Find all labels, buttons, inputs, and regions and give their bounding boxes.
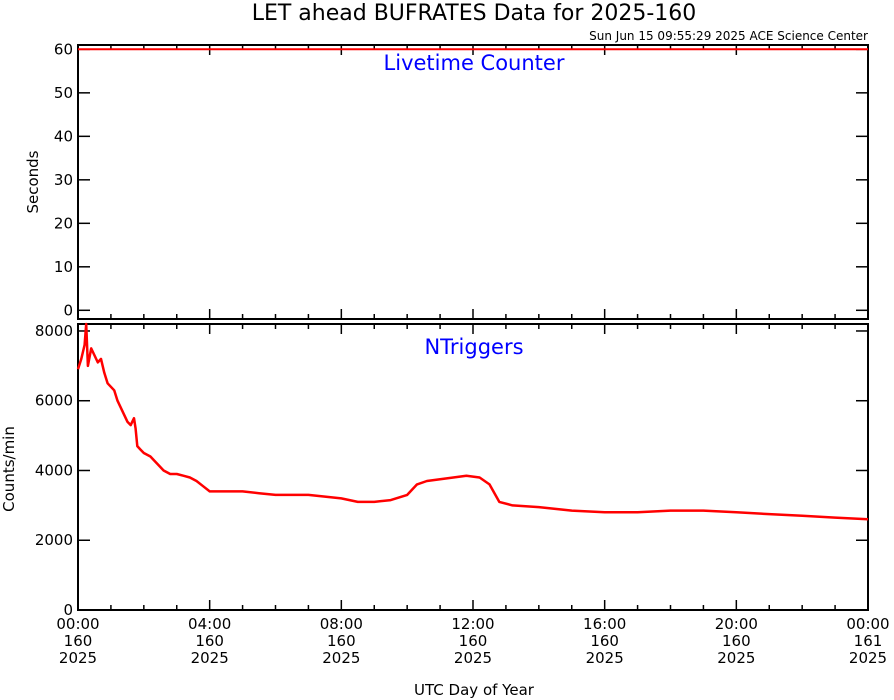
x-tick-doy-label: 160 <box>722 632 751 650</box>
livetime-y-tick-label: 40 <box>54 127 73 145</box>
ntriggers-y-tick-label: 6000 <box>35 392 73 410</box>
x-tick-year-label: 2025 <box>59 649 97 667</box>
livetime-y-tick-label: 50 <box>54 84 73 102</box>
ntriggers-y-axis-label: Counts/min <box>0 426 18 512</box>
livetime-plot-frame <box>77 44 869 320</box>
x-tick-doy-label: 160 <box>195 632 224 650</box>
ntriggers-y-tick-label: 2000 <box>35 531 73 549</box>
x-tick-time-label: 12:00 <box>451 615 494 633</box>
x-tick-time-label: 08:00 <box>320 615 363 633</box>
ntriggers-y-tick-label: 0 <box>63 601 73 619</box>
livetime-panel: 0 10 20 30 40 50 60 Livetime Counter Seconds <box>24 40 869 320</box>
livetime-y-tick-label: 60 <box>54 40 73 58</box>
x-tick-doy-label: 161 <box>854 632 883 650</box>
x-axis-label: UTC Day of Year <box>414 681 535 699</box>
ntriggers-y-axis: 0 2000 4000 6000 8000 <box>35 322 868 619</box>
ntriggers-panel: 0 2000 4000 6000 8000 NTriggers Counts/min <box>0 322 869 619</box>
x-axis-tick-labels: 00:00160202504:00160202508:00160202512:0… <box>56 615 889 667</box>
x-tick-year-label: 2025 <box>717 649 755 667</box>
x-tick-year-label: 2025 <box>454 649 492 667</box>
x-tick-year-label: 2025 <box>322 649 360 667</box>
timestamp-label: Sun Jun 15 09:55:29 2025 ACE Science Cen… <box>589 29 868 43</box>
livetime-y-tick-label: 20 <box>54 214 73 232</box>
x-tick-time-label: 04:00 <box>188 615 231 633</box>
livetime-x-ticks <box>110 45 836 319</box>
x-tick-doy-label: 160 <box>327 632 356 650</box>
ntriggers-y-tick-label: 4000 <box>35 461 73 479</box>
livetime-panel-title: Livetime Counter <box>384 51 565 75</box>
x-tick-year-label: 2025 <box>191 649 229 667</box>
livetime-y-tick-label: 0 <box>63 301 73 319</box>
livetime-y-tick-label: 30 <box>54 171 73 189</box>
x-tick-time-label: 00:00 <box>846 615 889 633</box>
chart-title: LET ahead BUFRATES Data for 2025-160 <box>252 1 697 26</box>
x-tick-year-label: 2025 <box>586 649 624 667</box>
ntriggers-x-ticks <box>110 324 836 610</box>
x-tick-time-label: 20:00 <box>715 615 758 633</box>
livetime-y-tick-label: 10 <box>54 258 73 276</box>
x-tick-doy-label: 160 <box>459 632 488 650</box>
livetime-y-axis-label: Seconds <box>24 150 42 213</box>
ntriggers-series-line <box>76 322 869 521</box>
x-tick-year-label: 2025 <box>849 649 887 667</box>
x-tick-doy-label: 160 <box>590 632 619 650</box>
x-tick-time-label: 00:00 <box>56 615 99 633</box>
x-tick-doy-label: 160 <box>64 632 93 650</box>
ntriggers-plot-frame <box>77 323 869 611</box>
x-tick-time-label: 16:00 <box>583 615 626 633</box>
ntriggers-y-tick-label: 8000 <box>35 322 73 340</box>
ntriggers-panel-title: NTriggers <box>424 335 523 359</box>
livetime-y-axis: 0 10 20 30 40 50 60 <box>54 40 868 319</box>
